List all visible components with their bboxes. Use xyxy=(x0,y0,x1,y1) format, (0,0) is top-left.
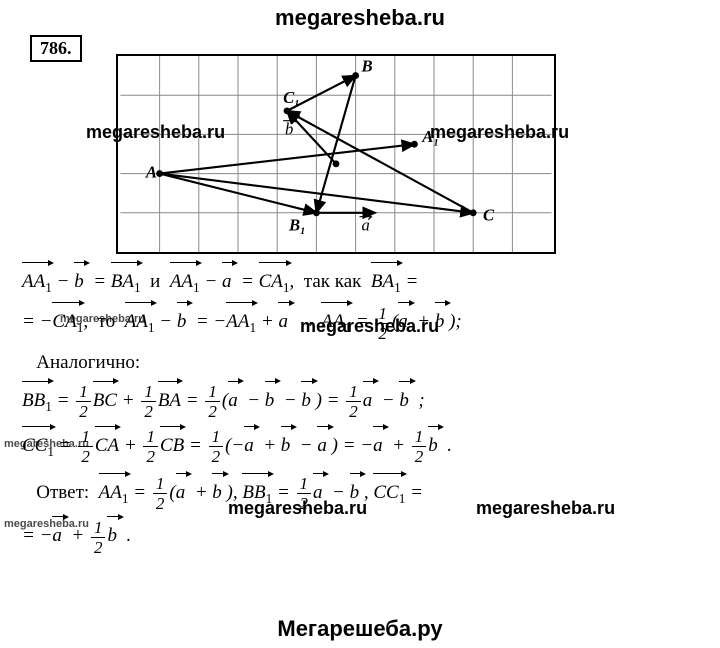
svg-text:C: C xyxy=(483,206,495,225)
watermark-overlay: megaresheba.ru xyxy=(86,122,225,143)
footer-watermark: Мегарешеба.ру xyxy=(0,616,720,642)
svg-text:b: b xyxy=(285,119,293,138)
svg-text:B: B xyxy=(360,57,372,76)
header-watermark: megaresheba.ru xyxy=(0,0,720,31)
solution-text: AA1 − b = BA1 и AA1 − a = CA1, так как B… xyxy=(22,262,702,560)
svg-text:A: A xyxy=(145,163,157,182)
geometry-figure: baABCA₁B₁C₁ xyxy=(116,54,556,254)
watermark-overlay: megaresheba.ru xyxy=(430,122,569,143)
svg-text:C₁: C₁ xyxy=(283,88,300,107)
problem-number-box: 786. xyxy=(30,35,82,62)
svg-text:B₁: B₁ xyxy=(288,215,306,234)
svg-text:a: a xyxy=(361,215,369,234)
